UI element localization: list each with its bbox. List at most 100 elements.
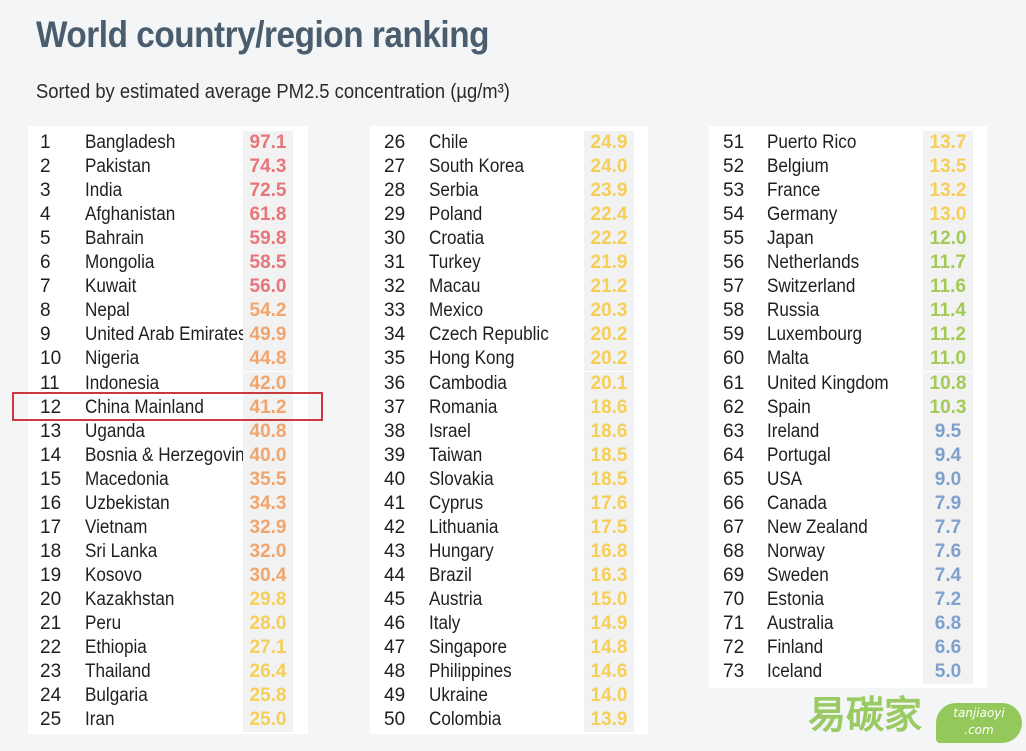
pm25-value: 14.9	[584, 612, 634, 636]
country-name: Chile	[429, 132, 468, 153]
country-name: Israel	[429, 420, 471, 442]
pm25-value: 16.8	[584, 539, 634, 564]
country-name: Mexico	[429, 300, 484, 322]
table-row: 29 Poland 22.4	[370, 203, 648, 228]
watermark-line-2: .com	[964, 723, 994, 737]
table-row: 65 USA 9.0	[709, 467, 987, 492]
table-row: 59 Luxembourg 11.2	[709, 323, 987, 348]
rank-number: 23	[40, 661, 62, 683]
watermark-badge	[936, 703, 1022, 743]
table-row: 36 Cambodia 20.1	[370, 371, 648, 396]
rank-number: 40	[384, 468, 406, 490]
rank-number: 55	[723, 228, 745, 250]
pm25-value: 13.5	[923, 155, 973, 180]
table-row: 40 Slovakia 18.5	[370, 467, 648, 492]
country-name: Puerto Rico	[767, 132, 857, 153]
country-name: Slovakia	[429, 468, 494, 490]
pm25-value: 44.8	[243, 347, 293, 372]
rank-number: 73	[723, 661, 745, 683]
pm25-value: 14.8	[584, 636, 634, 661]
table-row: 68 Norway 7.6	[709, 539, 987, 564]
rank-number: 14	[40, 444, 62, 466]
highlight-box	[12, 392, 323, 421]
table-row: 35 Hong Kong 20.2	[370, 347, 648, 372]
pm25-value: 9.0	[923, 467, 973, 492]
country-name: Canada	[767, 492, 827, 514]
pm25-value: 22.4	[584, 203, 634, 228]
rank-number: 58	[723, 300, 745, 322]
country-name: USA	[767, 468, 803, 490]
pm25-value: 41.2	[243, 395, 293, 420]
pm25-value: 54.2	[243, 299, 293, 324]
table-row: 48 Philippines 14.6	[370, 660, 648, 685]
pm25-value: 16.3	[584, 563, 634, 588]
country-name: Switzerland	[767, 276, 856, 298]
table-row: 31 Turkey 21.9	[370, 251, 648, 276]
country-name: Kuwait	[85, 276, 137, 298]
table-row: 54 Germany 13.0	[709, 203, 987, 228]
table-row: 2 Pakistan 74.3	[28, 155, 308, 180]
country-name: Macedonia	[85, 468, 169, 490]
country-name: United Arab Emirates	[85, 324, 247, 346]
table-row: 39 Taiwan 18.5	[370, 443, 648, 468]
table-row: 72 Finland 6.6	[709, 636, 987, 661]
pm25-value: 9.5	[923, 419, 973, 444]
rank-number: 56	[723, 252, 745, 274]
country-name: Bosnia & Herzegovina	[85, 444, 255, 466]
pm25-value: 23.9	[584, 179, 634, 204]
rank-number: 44	[384, 564, 406, 586]
rank-number: 64	[723, 444, 745, 466]
rank-number: 19	[40, 564, 62, 586]
country-name: Serbia	[429, 180, 479, 202]
country-name: Estonia	[767, 588, 825, 610]
country-name: United Kingdom	[767, 372, 889, 394]
table-row: 17 Vietnam 32.9	[28, 515, 308, 540]
rank-number: 60	[723, 348, 745, 370]
country-name: India	[85, 180, 123, 202]
pm25-value: 58.5	[243, 251, 293, 276]
pm25-value: 24.0	[584, 155, 634, 180]
table-row: 12 China Mainland 41.2	[28, 395, 308, 420]
rank-number: 7	[40, 276, 51, 298]
pm25-value: 29.8	[243, 587, 293, 612]
country-name: Germany	[767, 204, 838, 226]
rank-number: 49	[384, 685, 406, 707]
watermark-text: tanjiaoyi .com	[936, 705, 1022, 739]
table-row: 33 Mexico 20.3	[370, 299, 648, 324]
pm25-value: 9.4	[923, 443, 973, 468]
country-name: Nigeria	[85, 348, 140, 370]
rank-number: 43	[384, 540, 406, 562]
rank-number: 16	[40, 492, 62, 514]
pm25-value: 12.0	[923, 227, 973, 252]
table-row: 37 Romania 18.6	[370, 395, 648, 420]
country-name: Peru	[85, 613, 122, 634]
pm25-value: 11.7	[923, 251, 973, 276]
rank-number: 39	[384, 444, 406, 466]
table-row: 7 Kuwait 56.0	[28, 275, 308, 300]
pm25-value: 20.3	[584, 299, 634, 324]
country-name: Poland	[429, 204, 483, 226]
country-name: Malta	[767, 348, 809, 370]
rank-number: 12	[40, 396, 62, 418]
country-name: Spain	[767, 396, 811, 418]
country-name: Turkey	[429, 252, 481, 274]
country-name: Colombia	[429, 709, 502, 731]
pm25-value: 56.0	[243, 275, 293, 300]
country-name: Russia	[767, 300, 820, 322]
table-row: 26 Chile 24.9	[370, 131, 648, 155]
pm25-value: 32.9	[243, 515, 293, 540]
table-row: 44 Brazil 16.3	[370, 563, 648, 588]
country-name: Portugal	[767, 444, 831, 466]
country-name: Thailand	[85, 661, 151, 683]
rank-number: 65	[723, 468, 745, 490]
table-row: 64 Portugal 9.4	[709, 443, 987, 468]
country-name: Belgium	[767, 156, 829, 178]
table-row: 20 Kazakhstan 29.8	[28, 587, 308, 612]
rank-number: 17	[40, 516, 62, 538]
table-row: 22 Ethiopia 27.1	[28, 636, 308, 661]
rank-number: 31	[384, 252, 406, 274]
pm25-value: 7.4	[923, 563, 973, 588]
table-row: 43 Hungary 16.8	[370, 539, 648, 564]
rank-number: 1	[40, 132, 51, 153]
country-name: Italy	[429, 613, 461, 634]
